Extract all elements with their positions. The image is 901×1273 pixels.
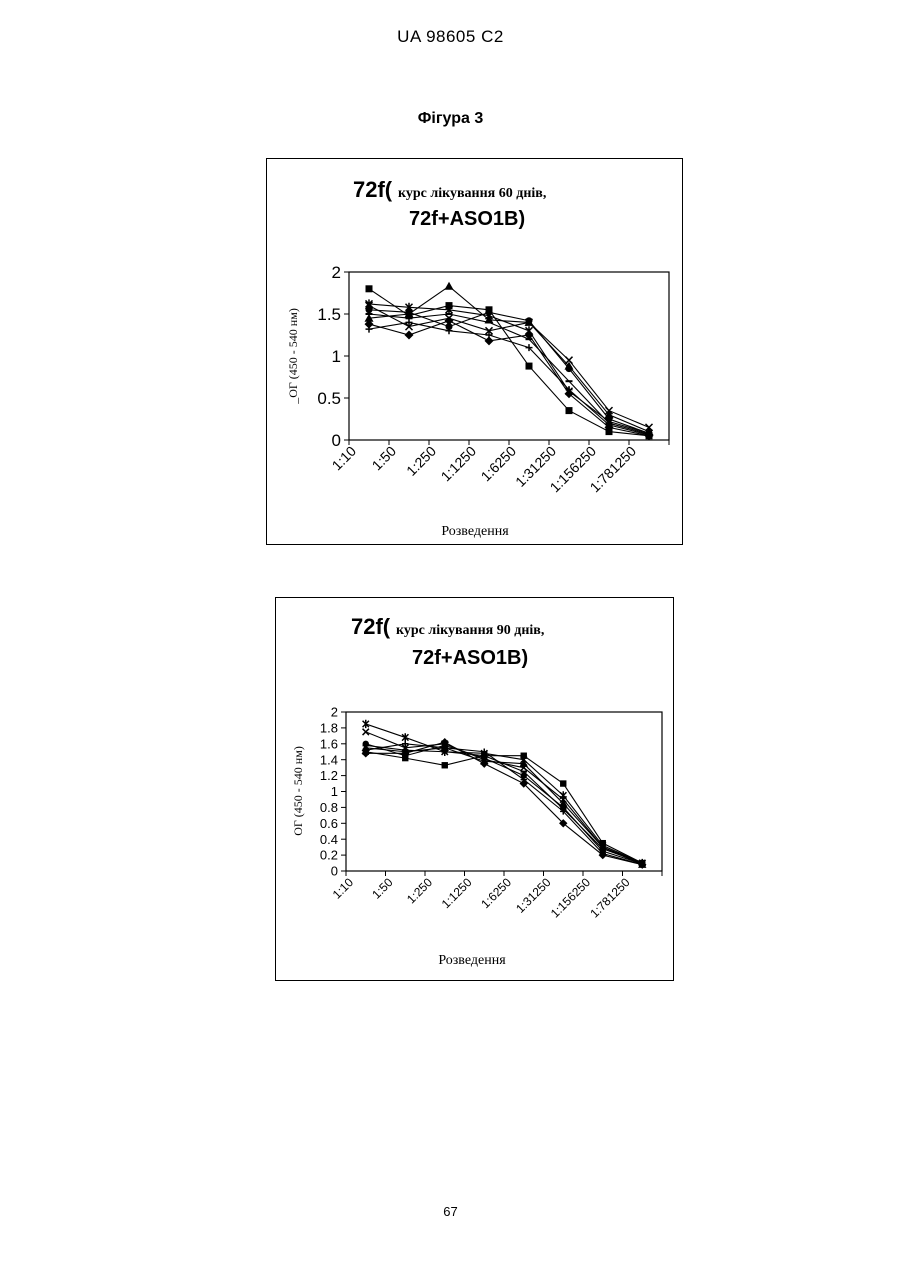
chart-60-days: 72f( курс лікування 60 днів, 72f+ASO1B) …	[267, 159, 682, 544]
data-point	[486, 309, 493, 316]
data-point	[526, 363, 533, 370]
y-tick-label: 1.4	[320, 752, 338, 767]
x-axis-label: Розведення	[441, 524, 509, 539]
chart-title-main: 72f(	[351, 614, 391, 639]
y-tick-label: 1.2	[320, 768, 338, 783]
data-point	[366, 326, 373, 333]
data-point	[560, 780, 566, 786]
y-tick-label: 2	[332, 263, 341, 282]
data-point	[366, 306, 373, 313]
x-tick-label: 1:1250	[438, 443, 480, 485]
chart-title-rest: курс лікування 90 днів,	[396, 623, 544, 638]
y-tick-label: 1.6	[320, 736, 338, 751]
chart-90-days: 72f( курс лікування 90 днів, 72f+ASO1B) …	[276, 598, 673, 980]
plot-area	[346, 712, 662, 871]
y-tick-label: 1	[331, 784, 338, 799]
chart-panel-60-days: 72f( курс лікування 60 днів, 72f+ASO1B) …	[266, 158, 683, 545]
y-tick-label: 0.4	[320, 832, 338, 847]
x-tick-label: 1:781250	[587, 875, 633, 921]
y-tick-label: 2	[331, 705, 338, 720]
patent-header: UA 98605 C2	[0, 27, 901, 47]
data-point	[363, 729, 369, 735]
x-tick-label: 1:1250	[439, 875, 475, 911]
y-tick-label: 0	[331, 864, 338, 879]
page-number: 67	[0, 1204, 901, 1219]
x-tick-label: 1:6250	[478, 875, 514, 911]
y-tick-label: 0.5	[317, 389, 341, 408]
y-tick-label: 1.5	[317, 305, 341, 324]
x-tick-label: 1:250	[403, 443, 439, 479]
x-axis-label: Розведення	[438, 953, 506, 968]
data-point	[445, 282, 454, 290]
data-point	[405, 331, 414, 340]
y-tick-label: 1	[332, 347, 341, 366]
plot-area	[349, 272, 669, 440]
chart-panel-90-days: 72f( курс лікування 90 днів, 72f+ASO1B) …	[275, 597, 674, 981]
data-point	[366, 285, 373, 292]
data-point	[442, 762, 448, 768]
data-point	[402, 733, 408, 741]
chart-title-rest: курс лікування 60 днів,	[398, 186, 546, 201]
y-tick-label: 0.8	[320, 800, 338, 815]
x-tick-label: 1:50	[369, 443, 400, 474]
x-tick-label: 1:156250	[548, 875, 594, 921]
data-point	[526, 317, 533, 324]
data-point	[566, 407, 573, 414]
data-point	[566, 365, 573, 372]
y-tick-label: 0.6	[320, 816, 338, 831]
y-tick-label: 1.8	[320, 720, 338, 735]
chart-title-line2: 72f+ASO1B)	[409, 208, 525, 230]
y-axis-label: _ОГ (450 - 540 нм)	[286, 308, 300, 405]
figure-title: Фігура 3	[0, 110, 901, 128]
y-tick-label: 0.2	[320, 848, 338, 863]
chart-title-main: 72f(	[353, 177, 393, 202]
y-axis-label: ОГ (450 - 540 нм)	[291, 746, 305, 836]
x-tick-label: 1:250	[404, 875, 435, 906]
data-point	[363, 720, 369, 728]
series-line	[369, 286, 649, 431]
x-tick-label: 1:10	[330, 875, 357, 902]
data-point	[406, 309, 413, 316]
x-tick-label: 1:50	[369, 875, 396, 902]
data-point	[402, 753, 408, 759]
y-tick-label: 0	[332, 431, 341, 450]
chart-title-line2: 72f+ASO1B)	[412, 647, 528, 669]
